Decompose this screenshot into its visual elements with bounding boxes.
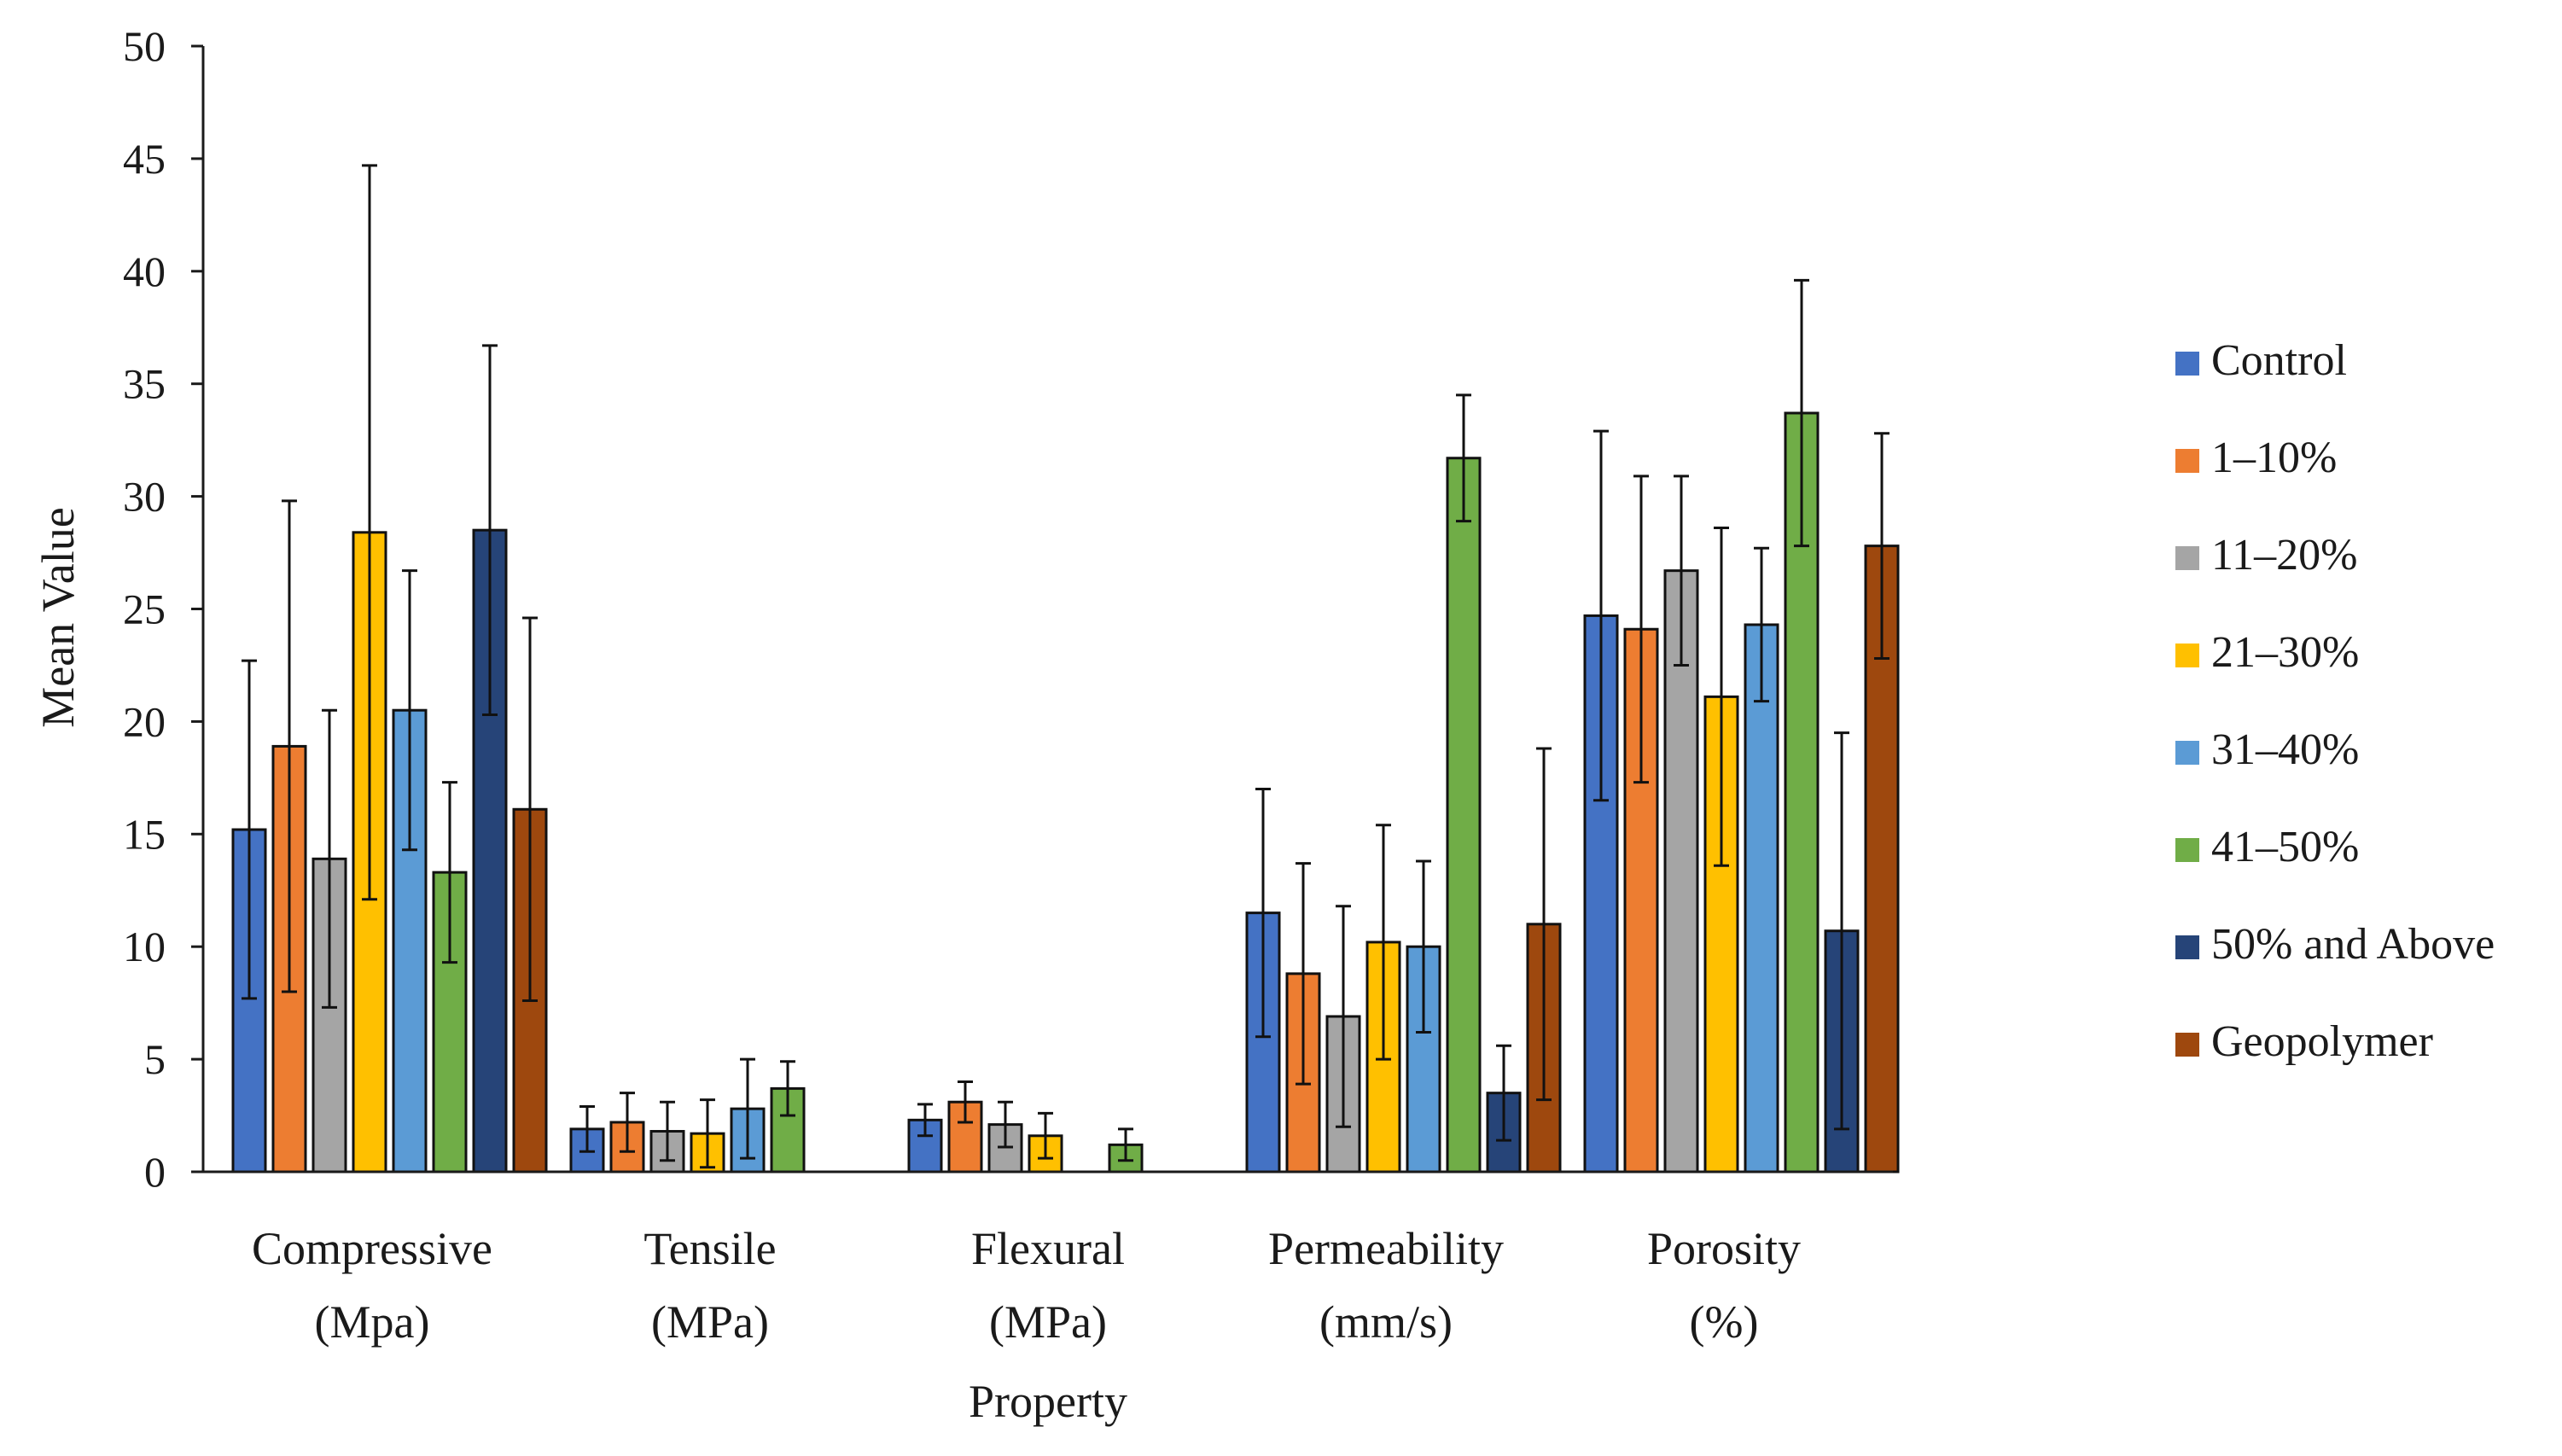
error-bar	[322, 708, 337, 1009]
y-axis-ticks: 0 5 10 15 20 25 30 35 40 45 50	[123, 22, 203, 1196]
error-bar	[1376, 824, 1391, 1061]
x-category-label: (%)	[1690, 1296, 1759, 1348]
y-tick-label: 30	[123, 473, 166, 521]
y-tick-label: 20	[123, 697, 166, 745]
error-bar	[1714, 527, 1729, 867]
error-bar	[1794, 278, 1809, 548]
bar	[1446, 457, 1482, 1174]
x-category-label: (Mpa)	[315, 1296, 430, 1348]
bar	[1663, 569, 1699, 1174]
legend-swatch	[2175, 741, 2199, 765]
error-bar	[442, 781, 457, 964]
y-tick-label: 5	[144, 1035, 166, 1083]
error-bar	[482, 344, 498, 716]
error-bar	[1536, 747, 1552, 1102]
error-bar	[740, 1057, 755, 1160]
y-tick-label: 25	[123, 585, 166, 633]
y-tick-label: 40	[123, 248, 166, 295]
x-category-label: Porosity	[1647, 1223, 1801, 1274]
x-category-label: (MPa)	[989, 1296, 1107, 1348]
error-bar	[1874, 432, 1889, 661]
error-bar	[958, 1080, 973, 1124]
legend-label: 21–30%	[2211, 628, 2359, 677]
y-tick-label: 50	[123, 22, 166, 70]
error-bar	[402, 569, 417, 852]
legend: Control 1–10% 11–20% 21–30% 31–40% 41–50% 50% …	[2175, 336, 2495, 1066]
error-bar	[917, 1103, 933, 1138]
error-bar	[998, 1100, 1013, 1149]
error-bar	[620, 1092, 635, 1153]
error-bar	[780, 1060, 795, 1117]
error-bars-group	[242, 164, 1889, 1169]
bar	[1744, 623, 1779, 1174]
error-bar	[522, 616, 538, 1003]
error-bar	[1633, 475, 1649, 784]
error-bar	[242, 659, 257, 1000]
legend-swatch	[2175, 449, 2199, 473]
error-bar	[579, 1105, 595, 1153]
y-tick-label: 35	[123, 360, 166, 408]
legend-label: 11–20%	[2211, 531, 2357, 579]
error-bar	[1296, 862, 1311, 1086]
x-axis-title: Property	[969, 1376, 1127, 1427]
y-tick-label: 15	[123, 810, 166, 858]
legend-swatch	[2175, 644, 2199, 667]
x-category-label: (MPa)	[651, 1296, 769, 1348]
x-category-label: Tensile	[643, 1223, 776, 1274]
error-bar	[362, 164, 377, 901]
x-category-label: Compressive	[252, 1223, 492, 1274]
error-bar	[1834, 731, 1849, 1131]
x-category-label: (mm/s)	[1319, 1296, 1453, 1348]
error-bar	[1456, 393, 1471, 523]
legend-swatch	[2175, 546, 2199, 570]
legend-label: Control	[2211, 336, 2347, 385]
error-bar	[1496, 1044, 1511, 1142]
error-bar	[1255, 788, 1271, 1039]
legend-swatch	[2175, 1033, 2199, 1057]
error-bar	[1593, 429, 1609, 802]
legend-label: 50% and Above	[2211, 920, 2495, 969]
error-bar	[1038, 1111, 1053, 1160]
error-bar	[1416, 859, 1431, 1034]
error-bar	[660, 1100, 675, 1162]
error-bar	[700, 1098, 715, 1169]
x-category-label: Permeability	[1268, 1223, 1504, 1274]
legend-label: 1–10%	[2211, 434, 2337, 482]
y-tick-label: 0	[144, 1148, 166, 1196]
x-category-label: Flexural	[971, 1223, 1125, 1274]
legend-swatch	[2175, 352, 2199, 376]
legend-label: Geopolymer	[2211, 1017, 2433, 1066]
legend-swatch	[2175, 935, 2199, 959]
y-axis-title: Mean Value	[32, 507, 84, 727]
error-bar	[1754, 546, 1769, 703]
legend-label: 41–50%	[2211, 823, 2359, 871]
error-bar	[1336, 905, 1351, 1128]
legend-label: 31–40%	[2211, 725, 2359, 774]
y-tick-label: 45	[123, 135, 166, 183]
error-bar	[1118, 1127, 1133, 1162]
error-bar	[282, 499, 297, 993]
legend-swatch	[2175, 838, 2199, 862]
error-bar	[1674, 475, 1689, 667]
y-tick-label: 10	[123, 923, 166, 970]
bars-group	[231, 411, 1900, 1174]
x-axis-category-labels: Compressive (Mpa) Tensile (MPa) Flexural (MPa…	[252, 1223, 1801, 1348]
